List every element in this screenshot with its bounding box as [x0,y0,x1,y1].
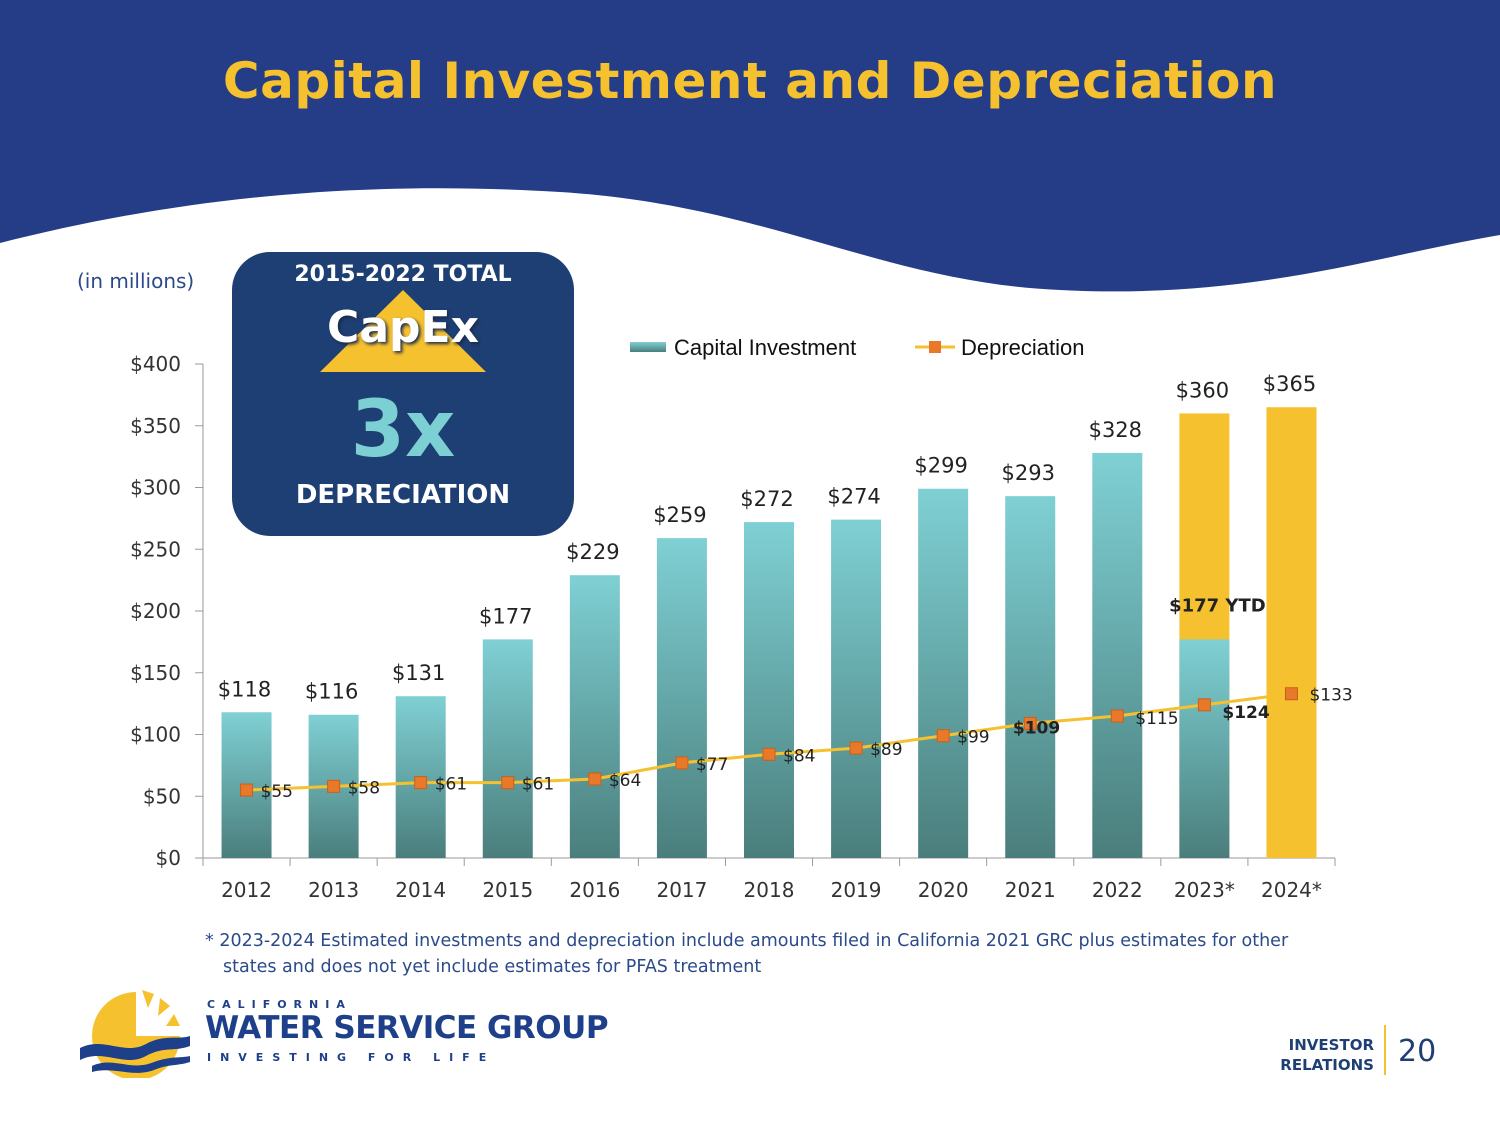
callout-multiplier: 3x [350,385,456,475]
depreciation-marker [675,756,689,770]
bar-value-label: $229 [566,540,619,564]
depreciation-value-label: $109 [1013,718,1060,738]
x-tick-label: 2017 [656,878,707,902]
brand-tagline: INVESTING FOR LIFE [207,1051,496,1064]
callout-label: DEPRECIATION [295,480,511,510]
triangle-icon [320,290,486,372]
depreciation-value-label: $55 [261,782,293,802]
x-tick-label: 2022 [1092,878,1143,902]
depreciation-marker [936,729,950,743]
depreciation-marker [588,772,602,786]
x-tick-label: 2018 [744,878,795,902]
ytd-label: $177 YTD [1169,595,1266,616]
bar-value-label: $328 [1089,418,1142,442]
depreciation-marker [1110,709,1124,723]
depreciation-value-label: $99 [957,728,989,748]
bar-capital-investment [744,522,794,858]
capex-callout: 2015-2022 TOTAL CapEx 3x DEPRECIATION [232,252,574,536]
bar-estimate [1266,407,1317,858]
bar-value-label: $299 [914,454,967,478]
legend-label-depreciation: Depreciation [961,335,1085,360]
y-tick-label: $250 [130,537,181,561]
depreciation-marker [327,779,341,793]
y-tick-label: $200 [130,599,181,623]
depreciation-value-label: $124 [1222,703,1269,723]
x-tick-label: 2015 [482,878,533,902]
bar-value-label: $116 [305,680,358,704]
depreciation-value-label: $84 [783,746,815,766]
depreciation-value-label: $77 [696,755,728,775]
page-number: 20 [1398,1034,1437,1069]
depreciation-value-label: $64 [609,771,641,791]
x-tick-label: 2016 [569,878,620,902]
header-banner [0,0,1500,292]
page-title: Capital Investment and Depreciation [222,52,1278,110]
depreciation-marker [240,783,254,797]
bar-value-label: $365 [1263,372,1316,396]
footnote-line-1: * 2023-2024 Estimated investments and de… [205,931,1289,951]
sun-wave-logo-icon [80,990,190,1078]
bar-capital-investment [1092,452,1143,858]
depreciation-marker [1023,716,1037,730]
depreciation-value-label: $89 [870,740,902,760]
legend-swatch-depreciation-marker [929,341,941,353]
bar-ytd [1179,639,1230,858]
x-tick-label: 2019 [831,878,882,902]
legend-swatch-capital [630,342,666,352]
depreciation-value-label: $61 [522,775,554,795]
bar-value-label: $293 [1002,461,1055,485]
depreciation-value-label: $61 [435,775,467,795]
bar-value-label: $177 [479,604,532,628]
x-tick-label: 2013 [308,878,359,902]
y-tick-label: $350 [130,414,181,438]
x-tick-label: 2020 [918,878,969,902]
section-line-1: INVESTOR [1288,1036,1374,1054]
bar-capital-investment [482,639,533,858]
section-line-2: RELATIONS [1280,1056,1374,1074]
depreciation-marker [849,741,863,755]
bar-value-label: $118 [218,677,271,701]
depreciation-value-label: $115 [1135,709,1178,729]
y-tick-label: $50 [143,784,181,808]
section-label: INVESTOR RELATIONS [1268,1035,1374,1075]
x-tick-label: 2023* [1174,878,1235,902]
depreciation-marker [1284,687,1298,701]
brand-small: CALIFORNIA [207,998,352,1011]
bar-value-label: $259 [653,503,706,527]
bar-capital-investment [831,519,882,858]
footnote-line-2: states and does not yet include estimate… [223,957,762,977]
x-tick-label: 2021 [1005,878,1056,902]
y-tick-label: $400 [130,352,181,376]
x-tick-label: 2024* [1261,878,1322,902]
capex-depreciation-chart: $0 $50 $100 $150 $200 $250 $300 $350 $400 2012 201… [130,335,1353,902]
units-note: (in millions) [77,269,195,293]
depreciation-marker [762,747,776,761]
bar-value-label: $360 [1176,378,1229,402]
bar-capital-investment [918,488,969,858]
depreciation-value-label: $133 [1309,686,1352,706]
callout-heading: 2015-2022 TOTAL [294,262,512,287]
bar-capital-investment [656,538,707,858]
depreciation-marker [501,776,515,790]
y-tick-label: $300 [130,476,181,500]
bar-value-label: $274 [827,485,880,509]
x-tick-label: 2012 [221,878,272,902]
bar-value-label: $131 [392,661,445,685]
brand-name: WATER SERVICE GROUP [205,1010,609,1046]
bar-value-label: $272 [740,487,793,511]
depreciation-value-label: $58 [348,778,380,798]
y-tick-label: $100 [130,723,181,747]
section-divider [1384,1025,1386,1075]
y-tick-label: $150 [130,661,181,685]
y-tick-label: $0 [156,846,181,870]
depreciation-marker [414,776,428,790]
callout-capex: CapEx [327,302,479,353]
x-tick-label: 2014 [395,878,446,902]
bar-capital-investment [569,575,620,858]
legend-label-capital: Capital Investment [674,335,856,360]
depreciation-marker [1197,698,1211,712]
footnote: * 2023-2024 Estimated investments and de… [205,928,1325,980]
bar-capital-investment [1005,496,1056,858]
